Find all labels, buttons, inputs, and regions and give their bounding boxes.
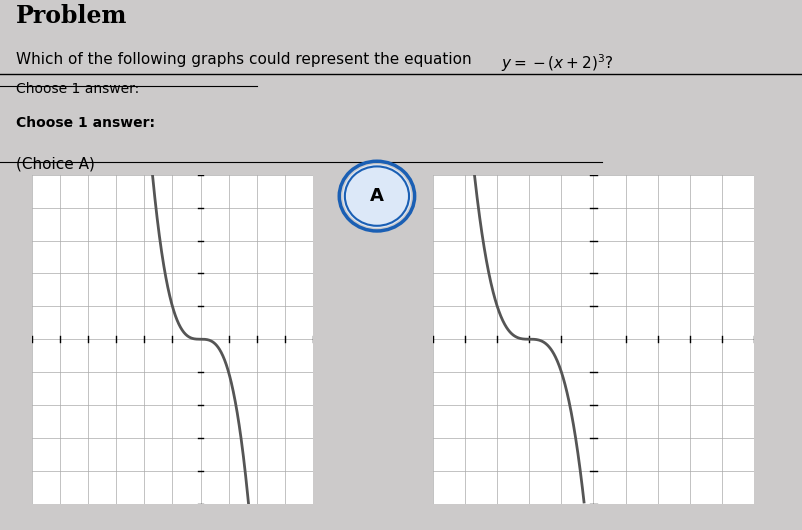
Text: Choose 1 answer:: Choose 1 answer: [16, 116, 155, 130]
Text: y: y [588, 526, 599, 530]
Text: (Choice A): (Choice A) [16, 156, 95, 171]
Text: Which of the following graphs could represent the equation: Which of the following graphs could repr… [16, 52, 476, 67]
Circle shape [343, 165, 411, 227]
Text: A: A [370, 187, 384, 205]
Text: $y = -(x+2)^3$?: $y = -(x+2)^3$? [501, 52, 614, 74]
Text: Problem: Problem [16, 4, 128, 29]
Text: y: y [167, 526, 178, 530]
Text: Choose 1 answer:: Choose 1 answer: [16, 82, 140, 95]
